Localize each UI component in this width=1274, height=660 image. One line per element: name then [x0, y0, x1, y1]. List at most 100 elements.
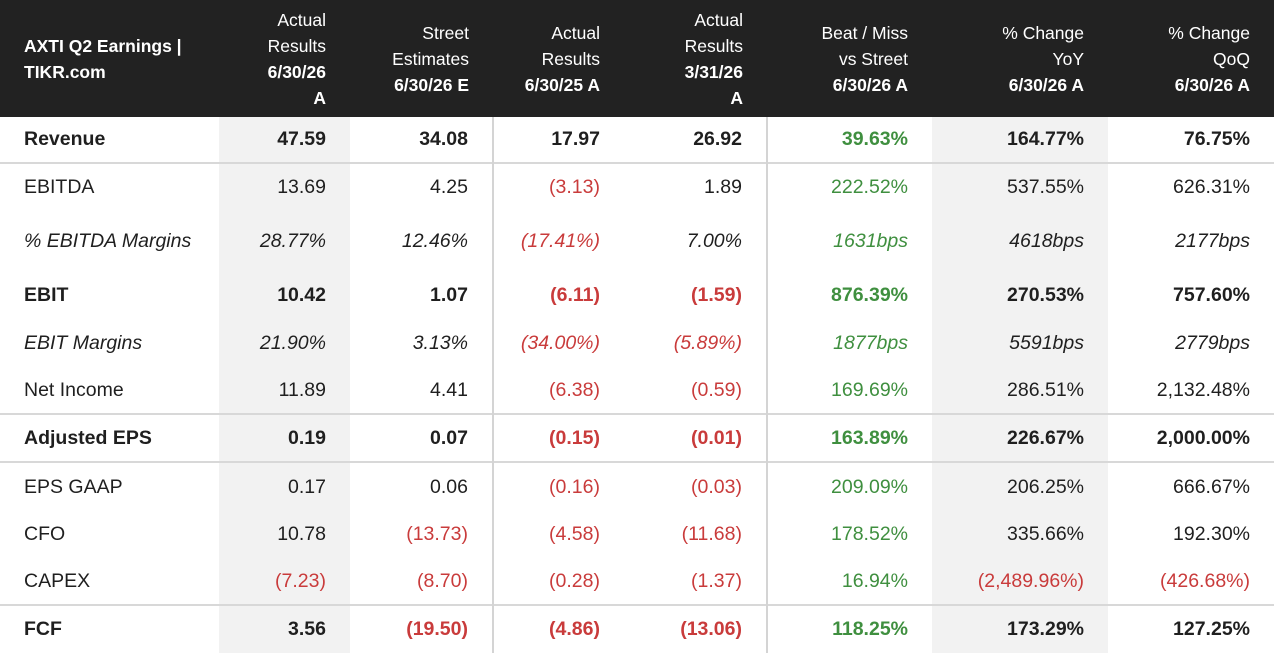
table-cell: (1.37) [691, 569, 742, 592]
column-header: Actual Results 6/30/26 A [219, 0, 350, 117]
table-cell: 21.90% [219, 319, 350, 367]
row-label: CFO [24, 523, 66, 545]
table-row-cfo: CFO 10.78 (13.73) (4.58) (11.68) 178.52% 335.6… [0, 511, 1274, 558]
table-cell: 11.89 [219, 367, 350, 414]
header-line: Actual [694, 9, 743, 30]
header-date: 3/31/26 [684, 61, 743, 82]
header-line: Beat / Miss [821, 22, 908, 43]
table-cell: 206.25% [932, 461, 1108, 511]
header-line: Actual [551, 22, 600, 43]
table-cell: 757.60% [1173, 283, 1250, 306]
table-cell: 76.75% [1183, 128, 1250, 150]
table-cell: (11.68) [681, 523, 742, 545]
header-date: A [730, 87, 743, 108]
header-line: Actual [277, 9, 326, 30]
table-row-ebitda-margins: % EBITDA Margins 28.77% 12.46% (17.41%) 7.00… [0, 211, 1274, 271]
table-cell: 0.06 [350, 461, 493, 511]
table-cell: 4.25 [350, 162, 493, 211]
row-label: EPS GAAP [0, 461, 219, 511]
table-cell: 7.00% [686, 229, 742, 252]
table-cell: (3.13) [492, 162, 624, 211]
table-cell: 1631bps [766, 211, 932, 271]
column-header: Actual Results 3/31/26 A [624, 0, 767, 117]
table-cell: (6.38) [492, 367, 624, 414]
table-cell: 10.78 [219, 511, 350, 558]
table-cell: (426.68%) [1160, 569, 1250, 592]
header-line: Results [684, 35, 743, 56]
row-label: EBIT Margins [24, 331, 143, 354]
header-line: Results [541, 48, 600, 69]
table-cell: 3.56 [219, 604, 350, 653]
header-line: Results [267, 35, 326, 56]
table-cell: 4.41 [430, 378, 468, 401]
table-cell: 12.46% [401, 229, 468, 252]
table-cell: (4.58) [492, 511, 624, 558]
table-row-net-income: Net Income 11.89 4.41 (6.38) (0.59) 169.69% 28… [0, 367, 1274, 414]
table-cell: (0.01) [624, 413, 767, 462]
table-row-ebit-margins: EBIT Margins 21.90% 3.13% (34.00%) (5.89%) 18… [0, 319, 1274, 367]
table-cell: 26.92 [693, 128, 742, 150]
row-label: CAPEX [24, 569, 91, 592]
table-cell: 3.13% [412, 331, 468, 354]
table-cell: 2,000.00% [1108, 413, 1274, 462]
row-label: EBITDA [0, 162, 219, 211]
table-cell: (13.73) [406, 523, 468, 545]
table-row-ebit: EBIT 10.42 1.07 (6.11) (1.59) 876.39% 270.53% 7… [0, 271, 1274, 319]
table-cell: (17.41%) [492, 211, 624, 271]
table-cell: 2,132.48% [1156, 378, 1250, 401]
table-cell: 0.19 [219, 413, 350, 462]
table-cell: 28.77% [219, 211, 350, 271]
header-line: % Change [1002, 22, 1084, 43]
table-cell: 39.63% [766, 117, 932, 163]
table-cell: (8.70) [417, 569, 468, 592]
table-cell: 178.52% [766, 511, 932, 558]
table-cell: (5.89%) [673, 331, 742, 354]
row-label: FCF [0, 604, 219, 653]
table-cell: (0.03) [624, 461, 767, 511]
table-cell: 226.67% [932, 413, 1108, 462]
title-line: AXTI Q2 Earnings | [24, 35, 182, 56]
table-cell: 34.08 [419, 128, 468, 150]
table-cell: 1.07 [430, 283, 468, 306]
table-cell: 192.30% [1173, 523, 1250, 545]
row-label: Net Income [24, 378, 124, 401]
row-label: EBIT [24, 283, 69, 306]
table-row-ebitda: EBITDA 13.69 4.25 (3.13) 1.89 222.52% 537.55% 6… [0, 162, 1274, 211]
table-cell: (0.28) [492, 558, 624, 605]
table-cell: 1.89 [624, 162, 767, 211]
header-date: 6/30/26 [267, 61, 326, 82]
header-date: 6/30/26 E [394, 74, 469, 95]
title-line: TIKR.com [24, 61, 106, 82]
table-cell: 1877bps [766, 319, 932, 367]
table-cell: 118.25% [766, 604, 932, 653]
table-row-adjusted-eps: Adjusted EPS 0.19 0.07 (0.15) (0.01) 163.89% 2… [0, 413, 1274, 462]
header-line: Estimates [392, 48, 469, 69]
header-line: YoY [1052, 48, 1084, 69]
row-label: % EBITDA Margins [24, 229, 192, 252]
column-header: Actual Results 6/30/25 A [493, 0, 624, 117]
table-cell: (2,489.96%) [932, 558, 1108, 605]
table-cell: 13.69 [219, 162, 350, 211]
table-cell: (7.23) [219, 558, 350, 605]
table-cell: (6.11) [492, 271, 624, 319]
header-date: 6/30/26 A [832, 74, 908, 95]
header-line: % Change [1168, 22, 1250, 43]
table-cell: 270.53% [932, 271, 1108, 319]
table-cell: 17.97 [492, 117, 624, 163]
table-cell: 169.69% [766, 367, 932, 414]
column-header: % Change YoY 6/30/26 A [932, 0, 1108, 117]
header-row: AXTI Q2 Earnings | TIKR.com Actual Resul… [0, 0, 1274, 117]
table-cell: (4.86) [492, 604, 624, 653]
table-cell: 16.94% [766, 558, 932, 605]
table-cell: 0.17 [219, 461, 350, 511]
header-line: Street [422, 22, 469, 43]
table-row-revenue: Revenue 47.59 34.08 17.97 26.92 39.63% 164.77%… [0, 117, 1274, 163]
table-cell: (13.06) [624, 604, 767, 653]
table-cell: 47.59 [219, 117, 350, 163]
header-line: vs Street [838, 48, 908, 69]
table-cell: 127.25% [1108, 604, 1274, 653]
table-cell: 286.51% [932, 367, 1108, 414]
header-date: 6/30/26 A [1174, 74, 1250, 95]
table-cell: 4618bps [932, 211, 1108, 271]
